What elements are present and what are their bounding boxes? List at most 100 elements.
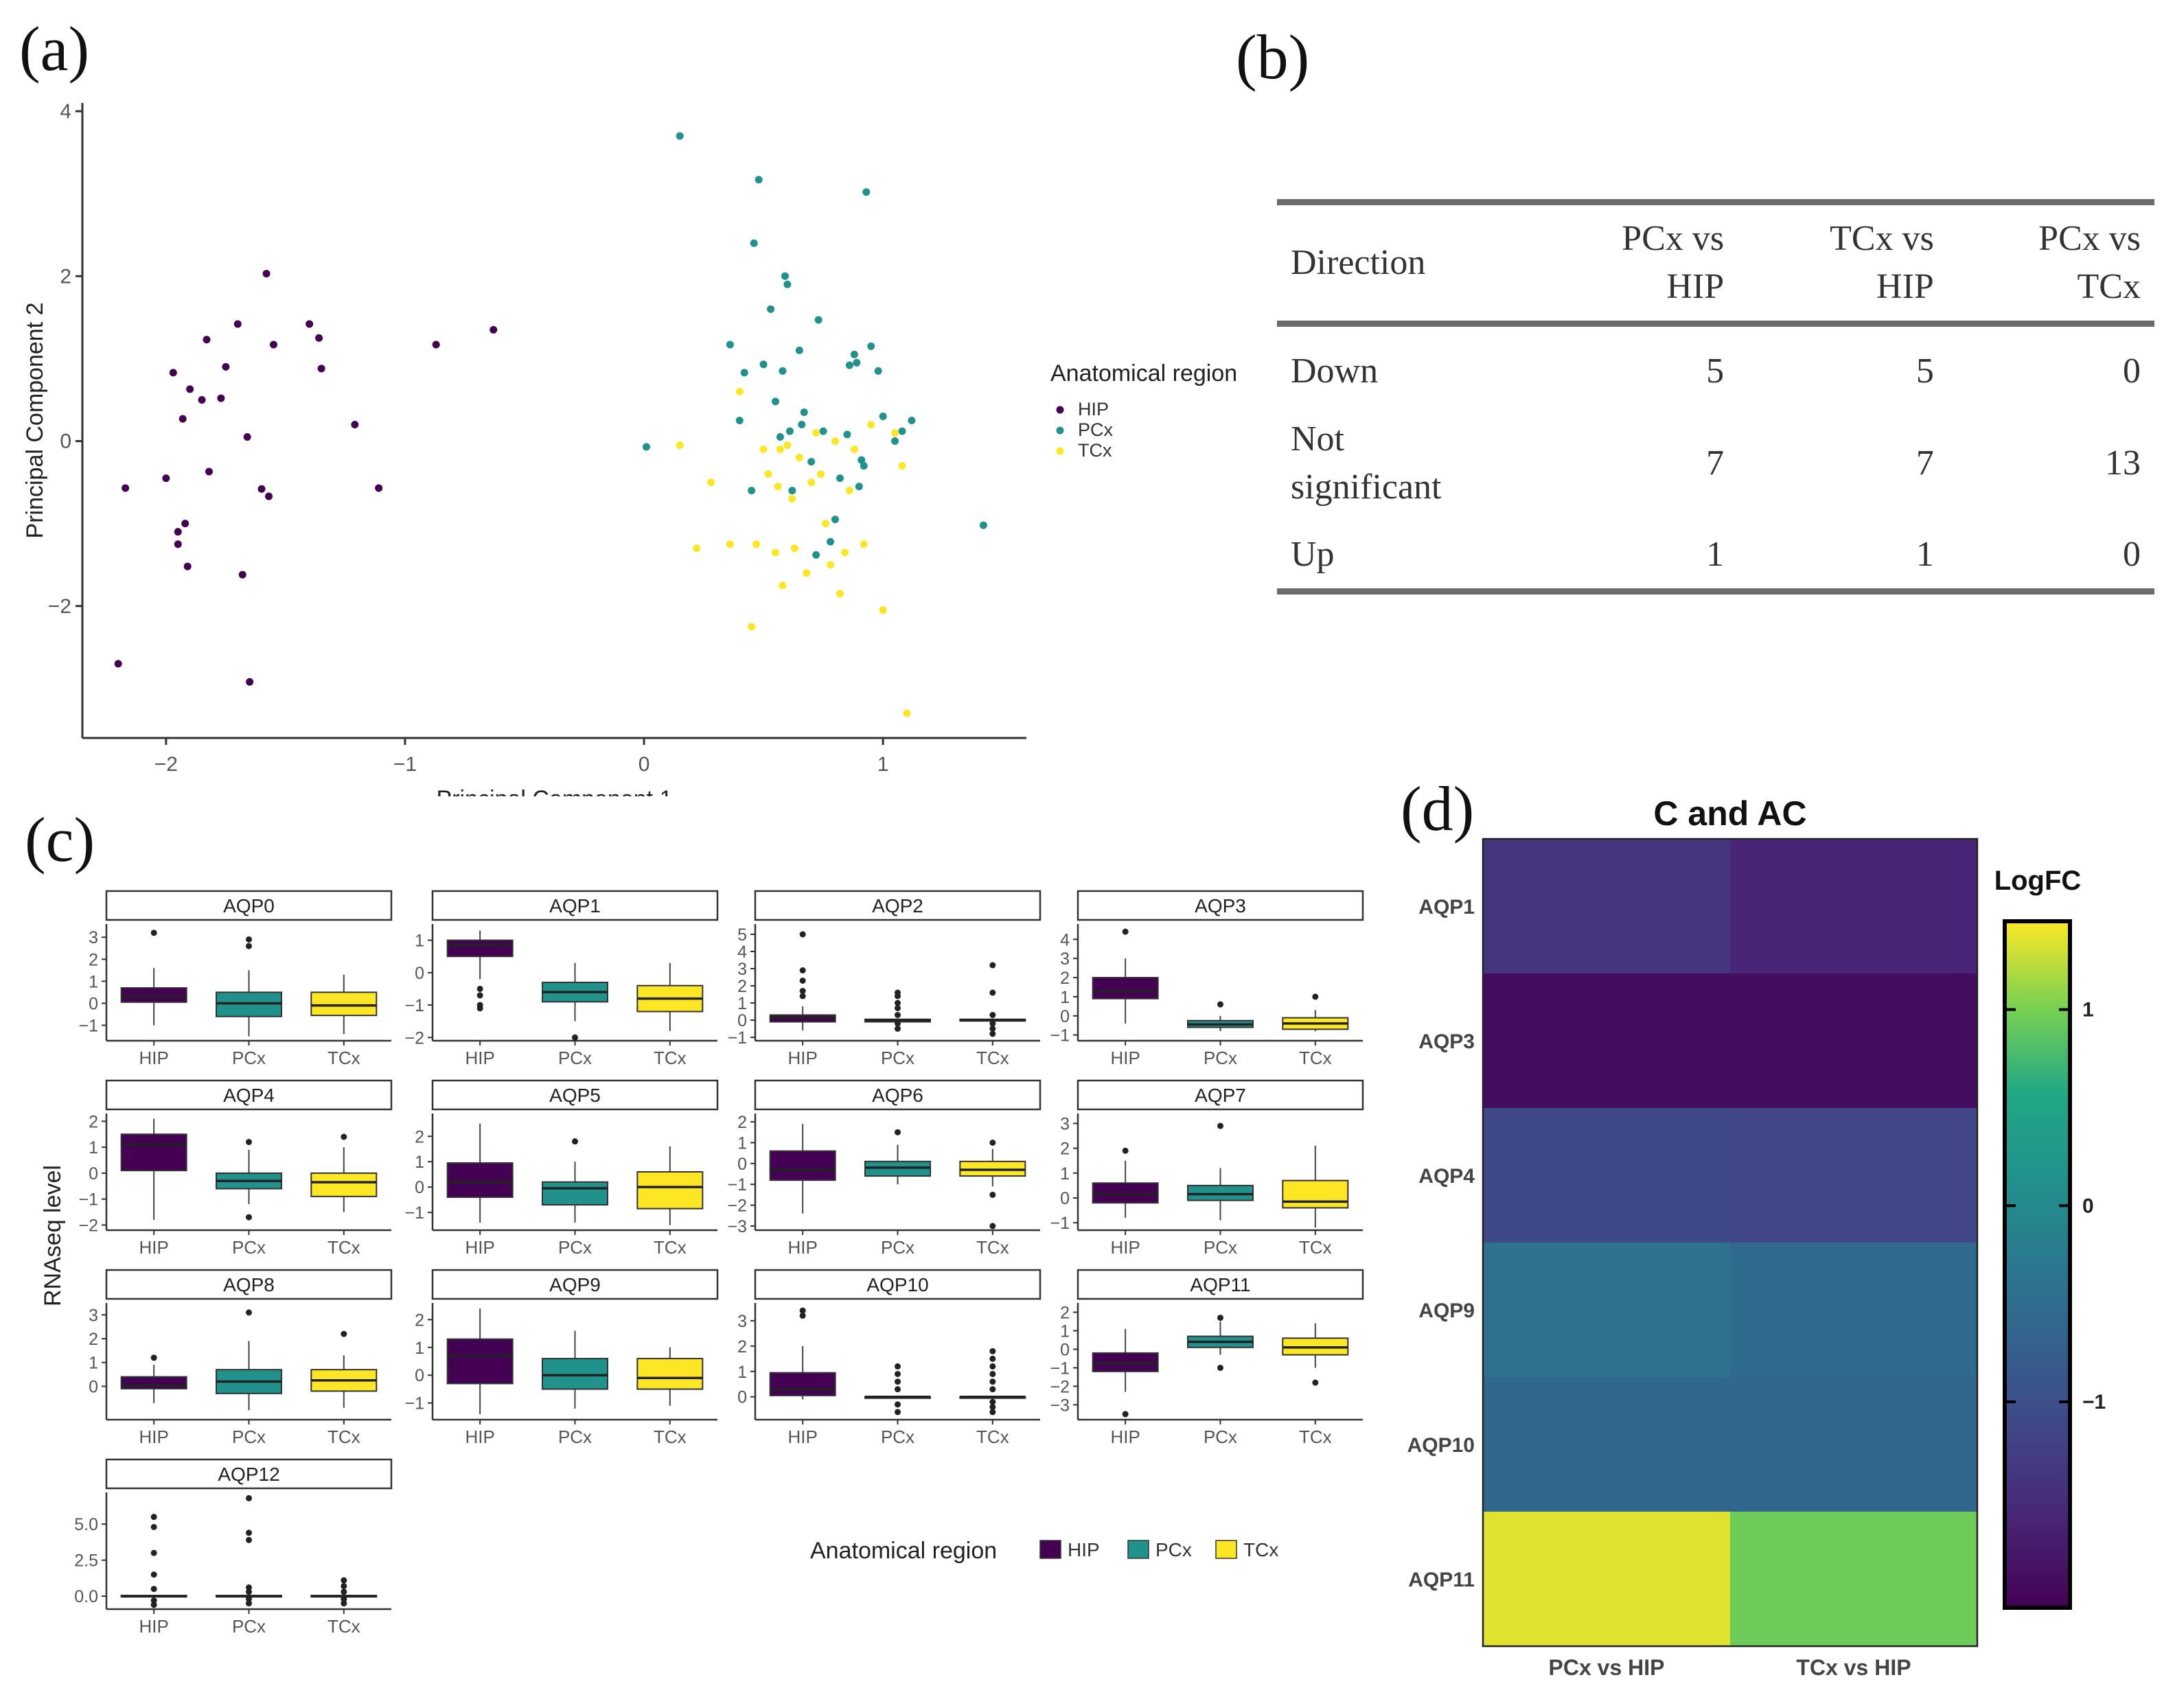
outlier-point — [989, 1386, 996, 1393]
scatter-point-pcx — [836, 474, 844, 483]
x-tick-label: TCx — [327, 1048, 360, 1068]
outlier-point — [799, 967, 806, 973]
facet-title: AQP8 — [223, 1274, 275, 1295]
y-tick-label: −2 — [727, 1197, 747, 1216]
x-tick-label: −1 — [393, 753, 417, 776]
box-hip — [120, 1376, 187, 1389]
y-tick-label: −1 — [404, 996, 424, 1015]
x-tick-label: HIP — [139, 1427, 168, 1447]
x-tick-label: TCx — [654, 1427, 687, 1447]
x-tick-label: HIP — [465, 1048, 494, 1068]
outlier-point — [341, 1133, 347, 1140]
scatter-point-pcx — [785, 427, 794, 435]
x-tick-label: PCx — [558, 1048, 592, 1068]
outlier-point — [895, 1000, 901, 1006]
y-category-label: AQP9 — [1418, 1300, 1475, 1322]
y-tick-label: 0 — [415, 1366, 424, 1385]
x-tick-label: 1 — [877, 753, 889, 776]
heatmap-cell — [1730, 1377, 1977, 1512]
scatter-point-tcx — [891, 429, 899, 437]
heatmap-cell — [1483, 1243, 1730, 1377]
outlier-point — [341, 1595, 347, 1602]
x-tick-label: TCx — [327, 1427, 360, 1447]
y-tick-label: 1 — [415, 1339, 424, 1358]
box-hip — [446, 1162, 514, 1198]
outlier-point — [989, 1404, 996, 1411]
y-category-label: AQP10 — [1407, 1434, 1475, 1457]
outlier-point — [989, 1363, 996, 1370]
x-tick-label: HIP — [465, 1427, 494, 1447]
table-cell: 7 — [1915, 443, 1934, 483]
outlier-point — [1217, 1122, 1223, 1129]
box-hip — [1092, 977, 1159, 1000]
heatmap-title: C and AC — [1653, 794, 1806, 833]
scatter-point-pcx — [759, 360, 768, 369]
y-tick-label: 0 — [737, 1011, 747, 1030]
y-axis-label: RNAseq level — [40, 1165, 66, 1306]
outlier-point — [989, 1012, 996, 1018]
x-tick-label: HIP — [139, 1616, 168, 1637]
y-tick-label: −2 — [78, 1216, 98, 1235]
facet-strip — [1077, 890, 1364, 921]
y-tick-label: 2 — [89, 1330, 98, 1349]
scatter-point-pcx — [860, 462, 868, 470]
y-category-label: AQP11 — [1408, 1569, 1475, 1591]
legend-label-pcx: PCx — [1078, 419, 1114, 440]
facet-strip — [105, 1458, 393, 1490]
x-tick-label: TCx — [976, 1427, 1009, 1447]
outlier-point — [1217, 1364, 1223, 1371]
y-tick-label: 0.0 — [74, 1587, 98, 1606]
outlier-point — [895, 1409, 901, 1416]
scatter-point-hip — [490, 325, 498, 334]
scatter-point-tcx — [788, 495, 796, 503]
scatter-point-pcx — [807, 458, 816, 466]
scatter-point-hip — [169, 369, 177, 377]
panel-label-c: (c) — [25, 805, 95, 875]
table-cell: 0 — [2123, 534, 2141, 574]
y-tick-label: −3 — [1050, 1396, 1070, 1415]
scatter-point-tcx — [748, 623, 756, 631]
x-tick-label: HIP — [465, 1237, 494, 1258]
legend-key-pcx — [1056, 426, 1064, 435]
outlier-point — [476, 985, 483, 992]
scatter-point-pcx — [814, 316, 822, 324]
y-tick-label: 3 — [1060, 949, 1070, 969]
legend-label-hip: HIP — [1078, 399, 1109, 419]
outlier-point — [246, 1214, 252, 1221]
scatter-point-pcx — [783, 280, 792, 288]
outlier-point — [989, 1191, 996, 1198]
panel-label-d: (d) — [1401, 774, 1475, 844]
y-tick-label: −1 — [404, 1203, 424, 1223]
heatmap-cell — [1483, 1377, 1730, 1512]
y-category-label: AQP3 — [1418, 1030, 1475, 1053]
outlier-point — [895, 1005, 901, 1011]
scatter-point-pcx — [979, 521, 987, 529]
scatter-point-pcx — [843, 430, 851, 439]
box-hip — [446, 939, 514, 958]
scatter-point-tcx — [860, 540, 868, 549]
y-tick-label: −1 — [1050, 1214, 1070, 1233]
scatter-point-hip — [262, 270, 271, 278]
scatter-point-tcx — [779, 581, 787, 590]
outlier-point — [799, 1312, 806, 1319]
x-tick-label: PCx — [232, 1237, 266, 1258]
facet-title: AQP9 — [549, 1274, 601, 1295]
scatter-point-pcx — [771, 397, 779, 406]
scatter-point-pcx — [779, 367, 787, 375]
outlier-point — [150, 1549, 157, 1556]
scatter-point-hip — [238, 570, 246, 579]
y-tick-label: 1 — [1060, 988, 1070, 1007]
facet-title: AQP11 — [1190, 1274, 1250, 1295]
outlier-point — [341, 1330, 347, 1337]
y-tick-label: 3 — [89, 928, 98, 947]
table-cell: 1 — [1915, 534, 1934, 574]
boxplot-panel-aqp7: AQP7 −1 0 1 2 3 HIP PCx TCx — [1050, 1079, 1364, 1258]
y-tick-label: 1 — [1060, 1164, 1070, 1184]
x-tick-label: HIP — [787, 1048, 817, 1068]
scatter-point-hip — [432, 341, 440, 349]
scatter-point-hip — [205, 468, 213, 476]
scatter-point-pcx — [891, 437, 899, 446]
outlier-point — [246, 1600, 252, 1607]
heatmap-cell — [1730, 1108, 1977, 1243]
